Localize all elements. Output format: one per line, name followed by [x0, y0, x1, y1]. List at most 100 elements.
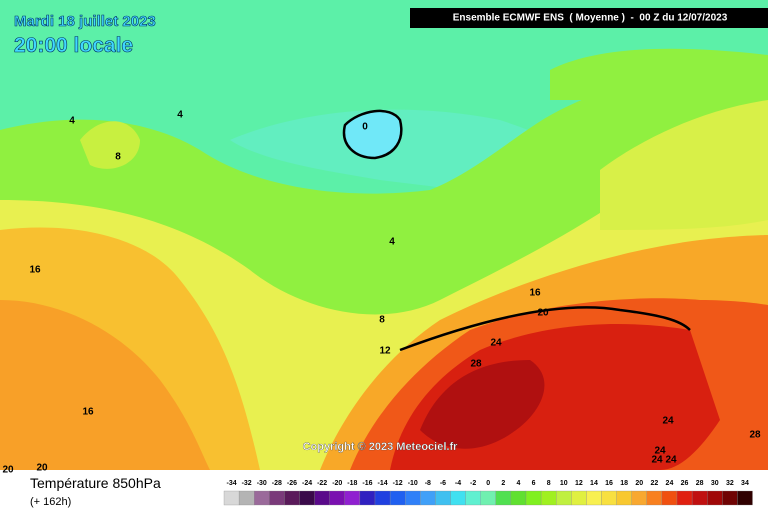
contour-label: 28	[470, 359, 482, 370]
contour-label: 24	[654, 446, 666, 457]
date: Mardi 18 juillet 2023	[14, 13, 156, 30]
legend-swatch	[223, 490, 240, 506]
contour-label: 4	[69, 116, 75, 127]
contour-label: 16	[29, 265, 41, 276]
legend-value: 4	[516, 480, 520, 487]
contour-label: 20	[537, 308, 549, 319]
model-box	[410, 8, 768, 28]
legend-swatch	[722, 490, 738, 506]
legend-swatch	[707, 490, 723, 506]
legend-value: -24	[302, 480, 312, 487]
legend-swatch	[435, 490, 451, 506]
legend-value: -8	[425, 480, 431, 487]
legend-value: 8	[547, 480, 551, 487]
legend-value: -28	[272, 480, 282, 487]
legend-swatch	[480, 490, 496, 506]
legend-value: -30	[257, 480, 267, 487]
legend-swatch	[601, 490, 617, 506]
legend-swatch	[571, 490, 587, 506]
legend-swatch	[299, 490, 315, 506]
contour-label: 12	[379, 346, 391, 357]
contour-label: 20	[36, 463, 48, 474]
legend-value: 30	[711, 480, 719, 487]
legend-swatch	[661, 490, 678, 506]
contour-label: 24	[662, 416, 674, 427]
contour-label: 24	[490, 338, 502, 349]
legend-swatch	[405, 490, 421, 506]
legend-title: Température 850hPa	[30, 475, 161, 491]
legend-swatch	[329, 490, 345, 506]
legend-value: 12	[575, 480, 583, 487]
contour-label: 16	[529, 288, 541, 299]
contour-label: 8	[115, 152, 121, 163]
legend-subtitle: (+ 162h)	[30, 496, 71, 508]
contour-label: 0	[362, 122, 368, 133]
hottest-area	[420, 360, 545, 449]
legend-swatch	[374, 490, 391, 506]
legend-swatch	[254, 490, 270, 506]
legend-value: 2	[501, 480, 505, 487]
legend-swatch	[238, 490, 255, 506]
legend-swatch	[465, 490, 481, 506]
contour-label: 24	[651, 455, 663, 466]
contour-label: 28	[749, 430, 761, 441]
legend-swatch	[737, 490, 753, 506]
legend-swatch	[359, 490, 376, 506]
legend-value: 0	[486, 480, 490, 487]
legend-swatch	[510, 490, 527, 506]
greenland-warm	[80, 121, 140, 169]
legend-value: 34	[741, 480, 749, 487]
legend-value: 20	[635, 480, 643, 487]
legend-swatch	[314, 490, 330, 506]
legend-value: -10	[408, 480, 418, 487]
legend-swatch	[344, 490, 361, 506]
legend-swatch	[269, 490, 285, 506]
legend-value: -34	[226, 480, 236, 487]
legend-value: 16	[605, 480, 613, 487]
legend-value: 26	[681, 480, 689, 487]
legend-value: -22	[317, 480, 327, 487]
legend-value: -14	[377, 480, 387, 487]
orange-west-deep	[0, 300, 210, 470]
scandinavia-warm	[600, 100, 768, 230]
legend-swatch	[691, 490, 708, 506]
legend-value: -6	[440, 480, 446, 487]
legend-swatch	[495, 490, 512, 506]
green-band-north	[550, 48, 768, 120]
time: 20:00 locale	[14, 34, 133, 57]
legend-value: -18	[347, 480, 357, 487]
legend-value: -20	[332, 480, 342, 487]
iceland-cold	[342, 109, 403, 160]
legend-swatch	[525, 490, 542, 506]
contour-label: 4	[389, 237, 395, 248]
contour-label: 20	[2, 465, 14, 476]
legend-value: 10	[560, 480, 568, 487]
legend-value: -32	[242, 480, 252, 487]
legend-swatch	[556, 490, 572, 506]
contour-label: 8	[379, 315, 385, 326]
copyright: Copyright © 2023 Meteociel.fr	[303, 441, 459, 453]
legend-value: 24	[666, 480, 674, 487]
legend-value: -16	[362, 480, 372, 487]
legend-value: -12	[393, 480, 403, 487]
legend-swatch	[676, 490, 693, 506]
legend-value: 28	[696, 480, 704, 487]
legend-swatch	[646, 490, 663, 506]
legend-value: -4	[455, 480, 461, 487]
legend-swatch	[540, 490, 557, 506]
legend-swatch	[586, 490, 602, 506]
legend-swatch	[450, 490, 466, 506]
legend-value: 22	[650, 480, 658, 487]
map	[0, 0, 768, 471]
contour-label: 24	[665, 455, 677, 466]
legend-swatch	[631, 490, 647, 506]
legend-value: 6	[532, 480, 536, 487]
legend-swatch	[616, 490, 632, 506]
model-info: Ensemble ECMWF ENS ( Moyenne ) - 00 Z du…	[453, 13, 728, 24]
legend-swatch	[284, 490, 300, 506]
legend-value: 32	[726, 480, 734, 487]
legend-value: -26	[287, 480, 297, 487]
contour-label: 4	[177, 110, 183, 121]
